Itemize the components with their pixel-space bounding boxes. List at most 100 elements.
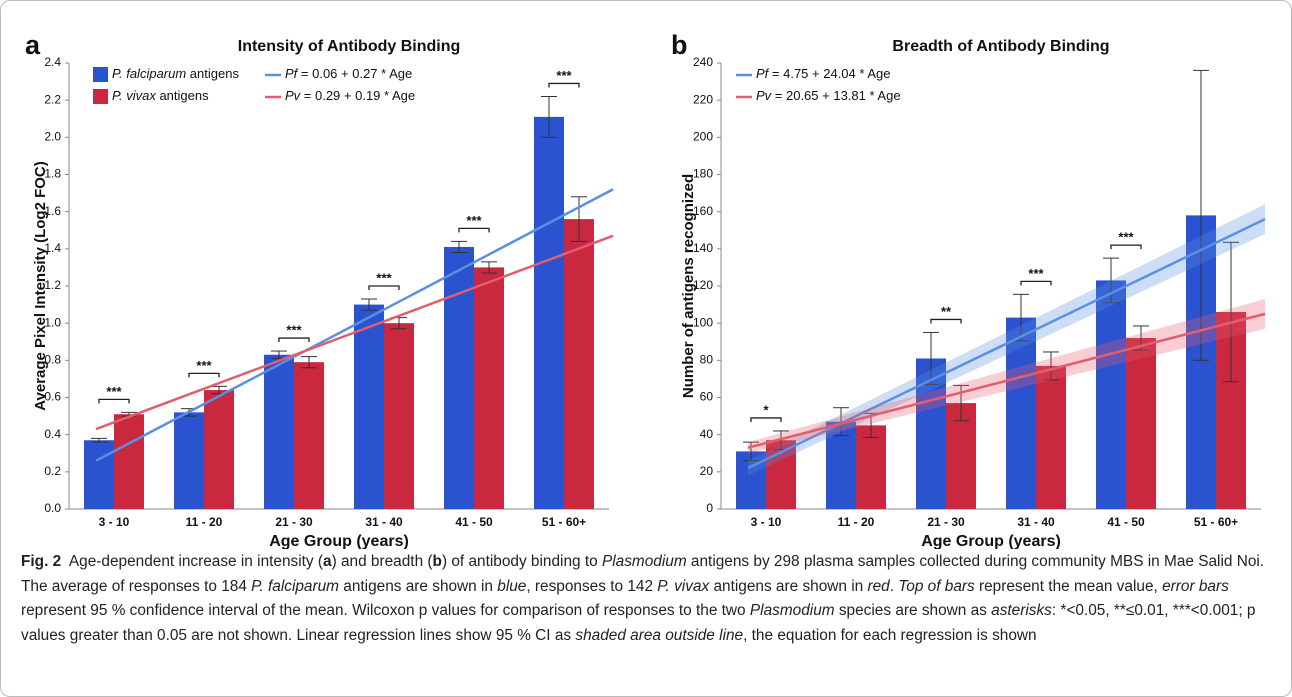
bar xyxy=(1096,280,1126,509)
y-tick-label: 1.6 xyxy=(44,204,61,218)
significance-label: * xyxy=(763,402,769,417)
caption-text: a xyxy=(323,553,332,570)
y-tick-label: 120 xyxy=(693,278,713,292)
y-tick-label: 40 xyxy=(700,427,714,441)
legend-name: P. falciparum xyxy=(112,66,186,81)
error-bar xyxy=(571,196,587,242)
significance-label: *** xyxy=(556,68,572,83)
legend-symbol: Pf xyxy=(756,66,770,81)
bar xyxy=(384,323,414,509)
y-tick-label: 2.0 xyxy=(44,130,61,144)
x-tick-label: 3 - 10 xyxy=(99,515,130,529)
legend-label: P. falciparum antigens xyxy=(112,66,239,81)
y-tick-label: 1.8 xyxy=(44,167,61,181)
y-tick-label: 0.8 xyxy=(44,353,61,367)
caption-text: error bars xyxy=(1162,577,1229,595)
panel-letter: a xyxy=(25,30,41,60)
legend-swatch xyxy=(93,67,108,82)
y-axis-title: Number of antigens recognized xyxy=(680,174,697,398)
y-tick-label: 1.4 xyxy=(44,241,61,255)
y-tick-label: 0 xyxy=(706,501,713,515)
bar xyxy=(174,412,204,509)
bar xyxy=(84,440,114,509)
y-tick-label: 0.4 xyxy=(44,427,61,441)
caption-text: antigens are shown in xyxy=(709,577,868,595)
x-axis-title: Age Group (years) xyxy=(921,533,1061,549)
caption-text: Age-dependent increase in intensity ( xyxy=(61,553,324,570)
x-tick-label: 41 - 50 xyxy=(1107,515,1145,529)
significance-label: *** xyxy=(196,358,212,373)
caption-text: , the equation for each regression is sh… xyxy=(743,626,1037,644)
significance-bracket xyxy=(188,372,220,378)
caption-text: antigens by 298 plasma samples collected… xyxy=(21,553,1269,595)
y-tick-label: 200 xyxy=(693,130,713,144)
charts: a Intensity of Antibody Binding Average Pi… xyxy=(25,30,1266,549)
significance-bracket xyxy=(750,417,782,422)
error-bar xyxy=(1193,69,1209,361)
bar xyxy=(354,304,384,509)
x-tick-label: 11 - 20 xyxy=(186,515,223,529)
error-bar xyxy=(361,298,377,311)
caption-text: . xyxy=(889,577,899,595)
error-bar xyxy=(1103,257,1119,304)
y-tick-label: 20 xyxy=(700,464,714,478)
caption-text: asterisks xyxy=(991,602,1052,619)
x-tick-label: 21 - 30 xyxy=(927,515,965,529)
chart-title: Intensity of Antibody Binding xyxy=(238,38,461,55)
caption-text: b xyxy=(432,553,442,570)
y-axis-title: Average Pixel Intensity (Log2 FOC) xyxy=(32,161,49,411)
legend-label: P. vivax antigens xyxy=(112,88,209,103)
bar xyxy=(114,414,144,509)
significance-bracket xyxy=(1020,280,1052,286)
x-tick-label: 41 - 50 xyxy=(455,515,493,529)
error-bar xyxy=(541,95,557,138)
bar xyxy=(856,425,886,509)
y-tick-label: 240 xyxy=(693,55,713,69)
caption-text: Plasmodium xyxy=(749,602,835,619)
significance-label: *** xyxy=(106,384,122,399)
error-bar xyxy=(833,407,849,437)
bar xyxy=(444,246,474,509)
caption-text: shaded area outside line xyxy=(575,626,744,644)
legend-suffix: antigens xyxy=(156,88,209,103)
caption-text: represent the mean value, xyxy=(974,577,1163,595)
trend-line xyxy=(747,312,1266,449)
caption-text: Fig. 2 xyxy=(21,553,62,570)
y-tick-label: 0.6 xyxy=(44,390,61,404)
y-tick-label: 2.4 xyxy=(44,55,61,69)
y-tick-label: 180 xyxy=(693,167,713,181)
trend-line xyxy=(95,188,614,462)
caption-text: , responses to 142 xyxy=(526,577,658,595)
x-tick-label: 31 - 40 xyxy=(1017,515,1055,529)
significance-bracket xyxy=(1110,244,1142,250)
error-bar xyxy=(1043,351,1059,381)
bar xyxy=(294,362,324,509)
caption-text: blue xyxy=(497,577,527,595)
bar xyxy=(1006,317,1036,509)
y-tick-label: 1.0 xyxy=(44,315,61,329)
y-tick-label: 0.0 xyxy=(44,501,61,515)
legend-symbol: Pv xyxy=(285,88,302,103)
error-bar xyxy=(481,261,497,274)
significance-bracket xyxy=(368,285,400,291)
y-tick-label: 100 xyxy=(693,315,713,329)
x-tick-label: 11 - 20 xyxy=(838,515,875,529)
y-tick-label: 220 xyxy=(693,92,713,106)
caption-text: ) of antibody binding to xyxy=(441,553,602,570)
significance-label: *** xyxy=(1028,266,1044,281)
significance-bracket xyxy=(930,318,962,324)
caption-text: Top of bars xyxy=(898,577,975,595)
bar xyxy=(534,116,564,510)
significance-bracket xyxy=(98,398,130,404)
trend-line xyxy=(95,234,614,431)
bar xyxy=(264,354,294,509)
error-bar xyxy=(91,437,107,443)
caption-text: P. vivax xyxy=(657,577,710,595)
significance-label: *** xyxy=(286,322,302,337)
legend-symbol: Pv xyxy=(756,88,773,103)
bar xyxy=(204,390,234,509)
legend-equation: = 0.29 + 0.19 * Age xyxy=(300,88,415,103)
trend-ci xyxy=(748,204,1265,476)
legend-equation: = 4.75 + 24.04 * Age xyxy=(768,66,890,81)
